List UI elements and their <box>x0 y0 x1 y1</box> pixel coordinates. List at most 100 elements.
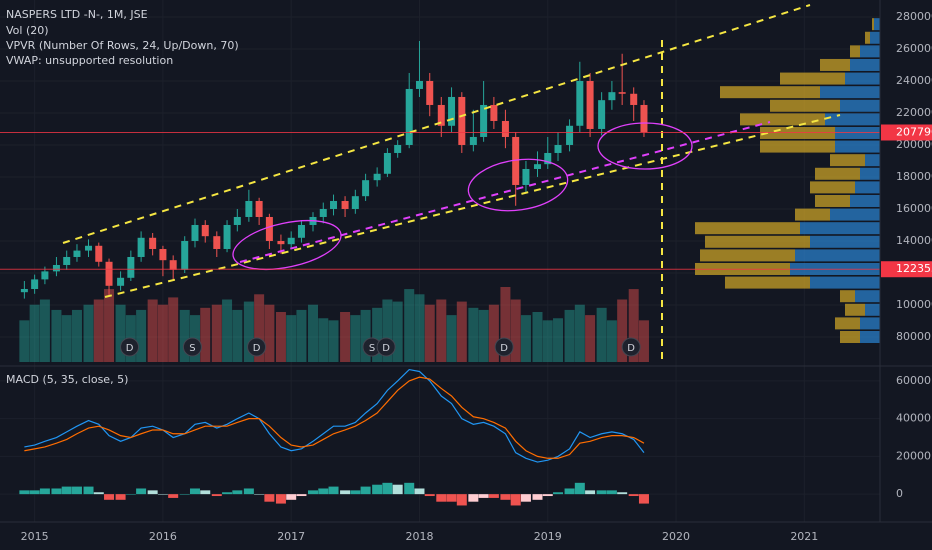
volume-bar <box>468 307 479 362</box>
candle-body <box>245 200 253 217</box>
volume-bar <box>574 304 585 362</box>
histogram-bar <box>446 494 457 502</box>
histogram-bar <box>19 490 30 495</box>
vpvr-down <box>770 99 840 112</box>
candle-body <box>63 256 71 265</box>
volume-bar <box>61 315 72 362</box>
y-tick-label: 100000 <box>896 298 932 311</box>
volume-bar <box>19 320 30 362</box>
candle-body <box>20 288 28 293</box>
histogram-bar <box>564 488 575 495</box>
histogram-bar <box>157 494 168 495</box>
histogram-bar <box>532 494 543 500</box>
vpvr-up <box>835 140 880 153</box>
histogram-bar <box>372 484 383 495</box>
histogram-bar <box>93 492 104 495</box>
volume-bar <box>275 312 286 362</box>
chart-title: NASPERS LTD -N-, 1M, JSE <box>6 8 148 21</box>
histogram-bar <box>520 494 531 502</box>
volume-bar <box>404 289 415 362</box>
candle-body <box>512 136 520 185</box>
candle-body <box>73 250 81 257</box>
vpvr-up <box>850 194 880 207</box>
event-label: S <box>369 343 375 354</box>
volume-bar <box>232 309 243 362</box>
y-tick-label: 200000 <box>896 138 932 151</box>
vpvr-up <box>845 72 880 85</box>
event-label: D <box>253 343 261 354</box>
y-tick-label: 160000 <box>896 202 932 215</box>
price-label-box <box>881 124 932 141</box>
histogram-bar <box>488 494 499 498</box>
drawings <box>62 4 841 365</box>
event-marker <box>494 337 514 357</box>
histogram-bar <box>340 490 351 495</box>
candle-body <box>341 200 349 209</box>
volume-bar <box>542 320 553 362</box>
candle-body <box>608 92 616 101</box>
ellipse <box>467 158 569 212</box>
volume-bar <box>179 309 190 362</box>
histogram-bar <box>222 492 233 495</box>
candle-body <box>448 96 456 126</box>
candle-body <box>319 208 327 217</box>
event-marker <box>120 337 140 357</box>
candle-body <box>41 271 49 280</box>
histogram-bar <box>39 488 50 495</box>
candle-body <box>373 173 381 181</box>
vpvr-up <box>810 276 880 289</box>
histogram-bar <box>468 494 479 502</box>
volume-bar <box>318 318 329 362</box>
price-label: 207796 <box>896 126 932 139</box>
vpvr-up <box>795 249 880 262</box>
vpvr-down <box>845 303 865 316</box>
candle-body <box>95 245 103 262</box>
volume-bar <box>71 309 82 362</box>
histogram-bar <box>456 494 467 506</box>
histogram-bar <box>136 488 147 495</box>
candle-body <box>618 92 626 94</box>
event-marker <box>182 337 202 357</box>
candle-body <box>533 164 541 169</box>
volume-bar <box>200 307 211 362</box>
histogram-bar <box>553 492 564 495</box>
volume-bar <box>168 297 179 362</box>
histogram-bar <box>617 492 628 495</box>
histogram-bar <box>638 494 649 504</box>
histogram-bar <box>200 490 211 495</box>
price-label-box <box>881 261 932 278</box>
candle-body <box>277 240 285 245</box>
histogram-bar <box>61 486 72 495</box>
volume-bar <box>115 304 126 362</box>
candle-body <box>469 136 477 145</box>
volume-bar <box>478 309 489 362</box>
vpvr-down <box>740 113 825 126</box>
histogram-bar <box>275 494 286 504</box>
histogram-bar <box>189 488 200 495</box>
histogram-bar <box>104 494 115 500</box>
volume-bar <box>628 289 639 362</box>
candle-body <box>576 80 584 126</box>
histogram-bar <box>71 486 82 495</box>
vpvr-down <box>815 194 850 207</box>
ellipse <box>597 122 693 170</box>
candle-body <box>297 224 305 238</box>
candle-body <box>501 120 509 137</box>
vpvr-down <box>720 86 820 99</box>
vpvr-up <box>870 31 880 44</box>
histogram-bar <box>125 494 136 495</box>
volume-bar <box>553 318 564 362</box>
volume-bar <box>93 299 104 362</box>
histogram-bar <box>51 488 62 495</box>
candle-body <box>362 180 370 197</box>
vpvr-up <box>860 317 880 330</box>
volume-bar <box>585 315 596 362</box>
candle-body <box>287 237 295 245</box>
histogram-bar <box>542 494 553 497</box>
histogram-bar <box>328 486 339 495</box>
candle-body <box>223 224 231 249</box>
volume-bar <box>211 304 222 362</box>
candle-body <box>105 261 113 286</box>
volume-bar <box>147 299 158 362</box>
